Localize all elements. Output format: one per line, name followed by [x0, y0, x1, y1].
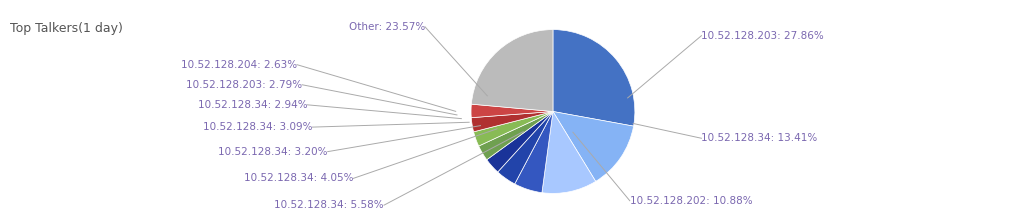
Text: 10.52.128.34: 3.20%: 10.52.128.34: 3.20% — [218, 147, 328, 157]
Text: 10.52.128.203: 2.79%: 10.52.128.203: 2.79% — [186, 80, 302, 90]
Wedge shape — [542, 112, 596, 193]
Text: Top Talkers(1 day): Top Talkers(1 day) — [10, 22, 123, 35]
Wedge shape — [486, 112, 553, 172]
Text: 10.52.128.204: 2.63%: 10.52.128.204: 2.63% — [181, 60, 297, 70]
Wedge shape — [471, 30, 553, 112]
Wedge shape — [553, 30, 635, 126]
Wedge shape — [553, 112, 634, 181]
Wedge shape — [498, 112, 553, 184]
Wedge shape — [515, 112, 553, 193]
Text: 10.52.128.34: 4.05%: 10.52.128.34: 4.05% — [244, 173, 353, 183]
Wedge shape — [471, 104, 553, 118]
Text: Other: 23.57%: Other: 23.57% — [349, 22, 425, 32]
Text: 10.52.128.34: 2.94%: 10.52.128.34: 2.94% — [198, 100, 307, 110]
Text: 10.52.128.203: 27.86%: 10.52.128.203: 27.86% — [701, 31, 824, 41]
Wedge shape — [471, 112, 553, 132]
Text: 10.52.128.34: 5.58%: 10.52.128.34: 5.58% — [274, 200, 384, 210]
Text: 10.52.128.202: 10.88%: 10.52.128.202: 10.88% — [630, 196, 753, 206]
Text: 10.52.128.34: 3.09%: 10.52.128.34: 3.09% — [203, 122, 312, 132]
Wedge shape — [474, 112, 553, 146]
Text: 10.52.128.34: 13.41%: 10.52.128.34: 13.41% — [701, 133, 818, 143]
Wedge shape — [478, 112, 553, 160]
